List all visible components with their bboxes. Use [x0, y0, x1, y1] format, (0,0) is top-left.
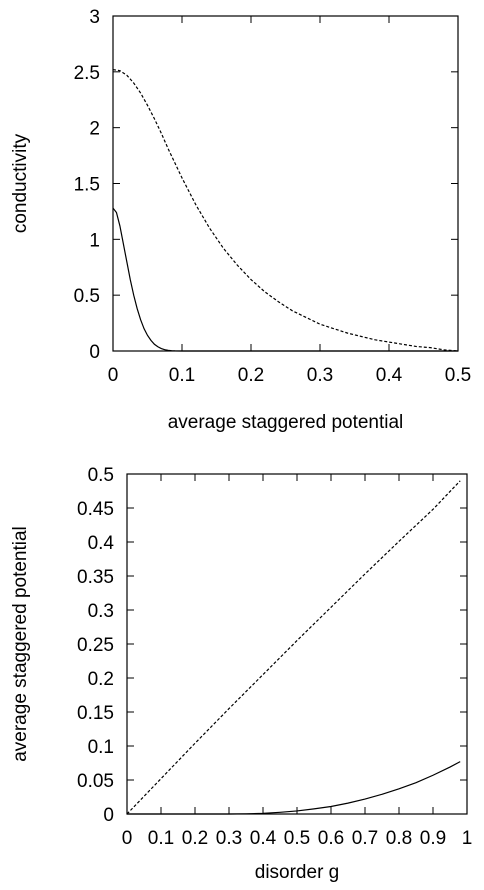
x-tick-label: 0 [108, 365, 119, 386]
x-axis-label: disorder g [255, 862, 340, 883]
y-tick-label: 1 [89, 230, 100, 251]
y-tick-label: 0.3 [88, 601, 114, 622]
y-axis-label: conductivity [10, 133, 31, 233]
solid-series-line [127, 761, 461, 815]
y-tick-label: 0.35 [77, 567, 114, 588]
plot-frame [126, 473, 468, 815]
top-chart: 0 0.1 0.2 0.3 0.4 0.5 0 0.5 1 1.5 2 2.5 3 average sta… [10, 7, 471, 433]
y-tick-label: 0.15 [77, 703, 114, 724]
y-tick-label: 0 [103, 805, 114, 826]
y-tick-label: 0.45 [77, 499, 114, 520]
y-tick-label: 0.2 [88, 669, 114, 690]
y-tick-label: 3 [89, 7, 100, 28]
dashed-series-line [126, 480, 461, 815]
x-tick-label: 0.1 [148, 828, 174, 849]
bottom-chart: 0 0.1 0.2 0.3 0.4 0.5 0.6 0.7 0.8 0.9 1 0 0.05 0.1 0.1… [10, 465, 472, 883]
y-tick-label: 1.5 [74, 175, 100, 196]
y-axis-label: average staggered potential [10, 526, 31, 762]
y-tick-label: 0.5 [88, 465, 114, 486]
solid-series-line [112, 207, 458, 352]
x-tick-label: 0 [122, 828, 133, 849]
x-tick-label: 0.4 [250, 828, 277, 849]
y-tick-label: 0.05 [77, 771, 114, 792]
x-tick-label: 1 [462, 828, 473, 849]
x-axis-label: average staggered potential [168, 412, 404, 433]
y-tick-label: 0.1 [88, 737, 114, 758]
x-tick-label: 0.5 [445, 365, 471, 386]
y-tick-label: 0 [89, 342, 100, 363]
y-tick-label: 0.5 [74, 286, 100, 307]
x-tick-label: 0.1 [169, 365, 195, 386]
plot-frame [112, 15, 459, 352]
x-tick-label: 0.8 [386, 828, 412, 849]
dashed-series-line [112, 69, 459, 352]
y-tick-label: 2 [89, 119, 100, 140]
y-tick-label: 0.25 [77, 635, 114, 656]
x-tick-label: 0.2 [238, 365, 264, 386]
y-tick-label: 0.4 [88, 533, 115, 554]
x-tick-label: 0.4 [376, 365, 403, 386]
x-tick-label: 0.3 [216, 828, 242, 849]
x-tick-label: 0.6 [318, 828, 344, 849]
x-tick-label: 0.3 [307, 365, 333, 386]
x-tick-label: 0.5 [284, 828, 310, 849]
x-tick-label: 0.9 [420, 828, 446, 849]
x-tick-label: 0.2 [182, 828, 208, 849]
x-tick-label: 0.7 [352, 828, 378, 849]
y-tick-label: 2.5 [74, 63, 100, 84]
